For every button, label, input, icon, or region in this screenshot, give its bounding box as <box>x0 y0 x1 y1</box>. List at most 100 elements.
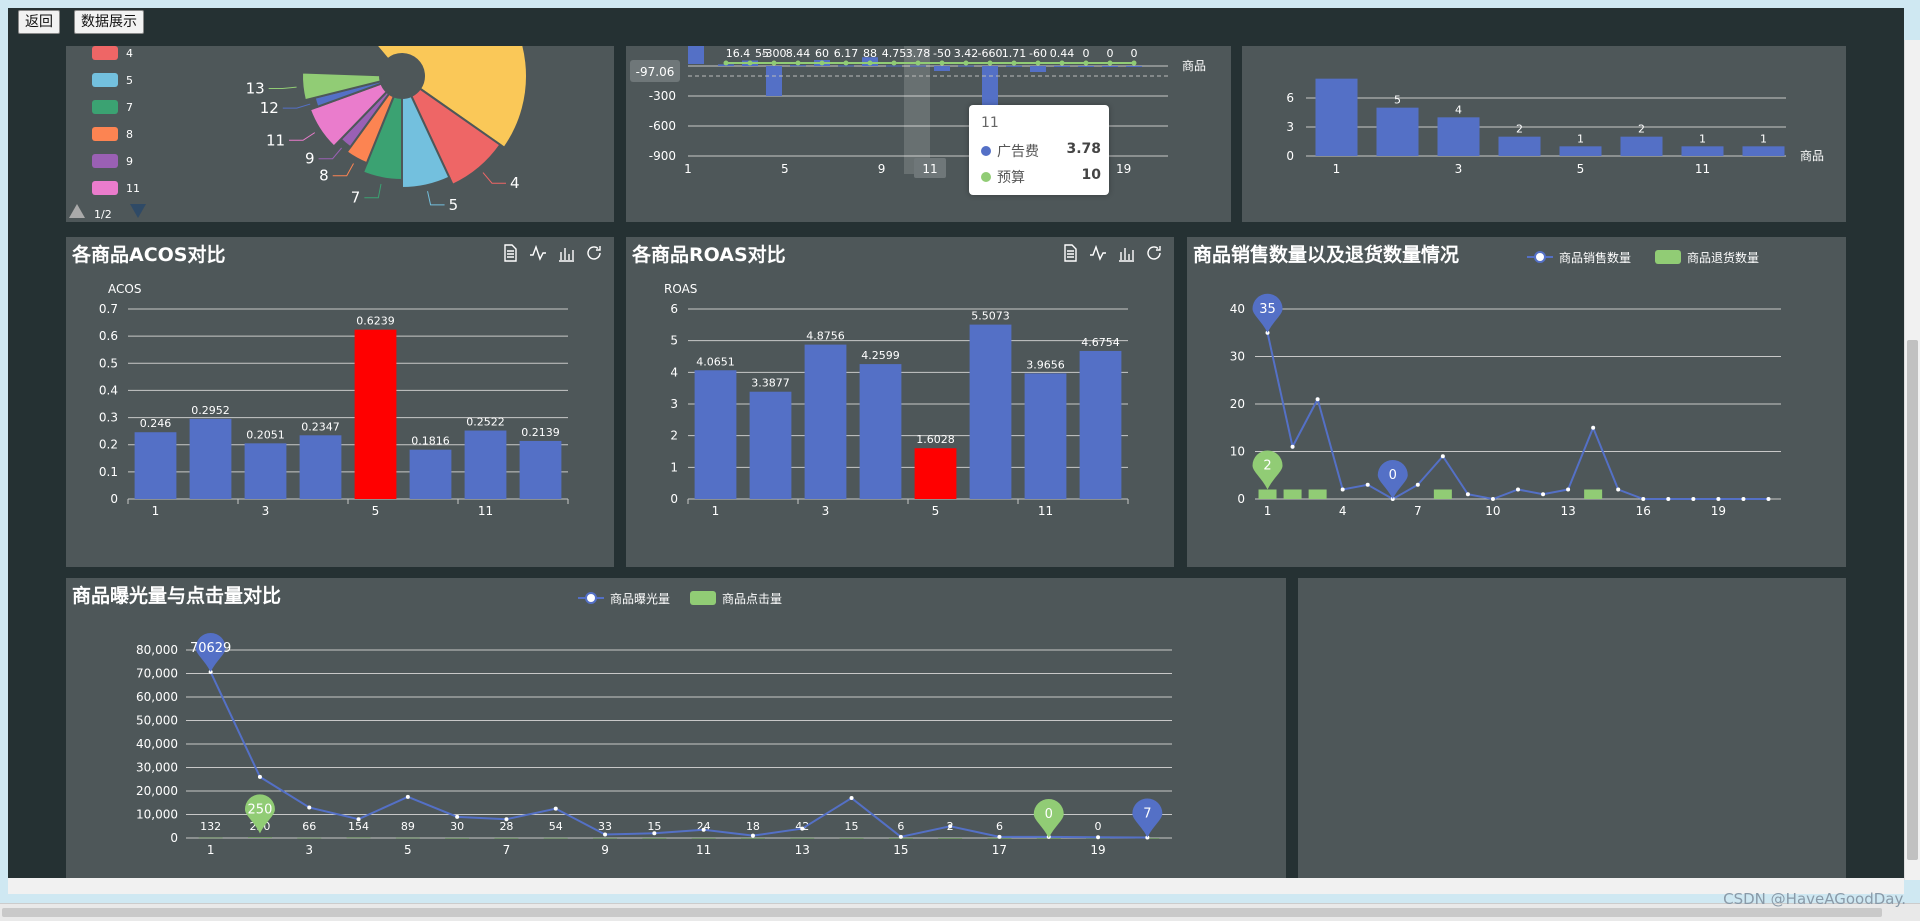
legend-clicks-label[interactable]: 商品点击量 <box>722 591 782 606</box>
sales-point[interactable] <box>1290 444 1295 449</box>
bar[interactable] <box>1079 350 1122 499</box>
spend-bar[interactable] <box>790 65 806 67</box>
legend-prev-icon[interactable] <box>69 204 85 218</box>
bar[interactable] <box>1742 146 1785 156</box>
spend-bar[interactable] <box>1054 65 1070 67</box>
clicks-bar[interactable] <box>297 837 322 839</box>
bar[interactable] <box>914 448 957 499</box>
budget-point[interactable] <box>1059 60 1065 66</box>
budget-point[interactable] <box>963 60 969 66</box>
legend-impressions-label[interactable]: 商品曝光量 <box>610 591 670 606</box>
sales-point[interactable] <box>1315 397 1320 402</box>
pie-slice[interactable] <box>401 94 451 190</box>
legend-label[interactable]: 9 <box>126 155 133 168</box>
budget-point[interactable] <box>1107 60 1113 66</box>
legend-returns-swatch[interactable] <box>1655 250 1681 264</box>
impressions-point[interactable] <box>652 831 657 836</box>
pie-slice[interactable] <box>322 46 528 150</box>
spend-bar[interactable] <box>766 66 782 96</box>
sales-point[interactable] <box>1390 497 1395 501</box>
impressions-point[interactable] <box>356 817 361 822</box>
pie-slice[interactable] <box>308 82 389 148</box>
pie-slice[interactable] <box>345 92 396 165</box>
bar[interactable] <box>134 432 177 499</box>
window-scrollbar[interactable] <box>0 903 1920 921</box>
budget-point[interactable] <box>987 60 993 66</box>
impressions-point[interactable] <box>701 827 706 832</box>
data-view-icon[interactable] <box>1060 243 1080 263</box>
sales-point[interactable] <box>1516 487 1520 492</box>
bar[interactable] <box>1437 117 1480 156</box>
bar[interactable] <box>519 440 562 499</box>
budget-point[interactable] <box>843 60 849 66</box>
bar[interactable] <box>694 370 737 499</box>
restore-icon[interactable] <box>584 243 604 263</box>
clicks-bar[interactable] <box>247 837 272 838</box>
legend-label[interactable]: 7 <box>126 101 133 114</box>
bar[interactable] <box>1376 107 1419 156</box>
clicks-bar[interactable] <box>346 837 371 839</box>
impressions-point[interactable] <box>553 806 558 811</box>
legend-label[interactable]: 11 <box>126 182 140 195</box>
sales-point[interactable] <box>1365 482 1370 487</box>
bar[interactable] <box>804 344 847 499</box>
data-view-icon[interactable] <box>500 243 520 263</box>
bar[interactable] <box>1559 146 1602 156</box>
bar[interactable] <box>464 430 507 499</box>
impressions-point[interactable] <box>997 834 1002 839</box>
pie-slice[interactable] <box>361 95 403 182</box>
legend-label[interactable]: 4 <box>126 47 133 60</box>
bar[interactable] <box>859 364 902 499</box>
sales-point[interactable] <box>1415 482 1420 487</box>
clicks-bar[interactable] <box>740 837 765 839</box>
sales-point[interactable] <box>1741 497 1746 501</box>
sales-point[interactable] <box>1340 487 1345 492</box>
clicks-bar[interactable] <box>445 837 470 839</box>
legend-label[interactable]: 5 <box>126 74 133 87</box>
budget-point[interactable] <box>891 60 897 66</box>
budget-point[interactable] <box>867 60 873 66</box>
budget-point[interactable] <box>1131 60 1137 66</box>
pie-slice[interactable] <box>409 87 502 187</box>
legend-swatch[interactable] <box>92 154 118 168</box>
budget-point[interactable] <box>1083 60 1089 66</box>
clicks-bar[interactable] <box>790 837 815 839</box>
sales-point[interactable] <box>1716 497 1721 501</box>
bar-switch-icon[interactable] <box>1116 243 1136 263</box>
impressions-point[interactable] <box>257 774 262 779</box>
budget-point[interactable] <box>819 60 825 66</box>
sales-point[interactable] <box>1641 497 1646 501</box>
impressions-point[interactable] <box>898 834 903 839</box>
sales-point[interactable] <box>1691 497 1696 501</box>
impressions-point[interactable] <box>603 832 608 837</box>
bar[interactable] <box>749 391 792 499</box>
legend-swatch[interactable] <box>92 100 118 114</box>
clicks-bar[interactable] <box>494 837 519 839</box>
bar[interactable] <box>1681 146 1724 156</box>
legend-swatch[interactable] <box>92 46 118 60</box>
budget-point[interactable] <box>915 60 921 66</box>
sales-point[interactable] <box>1465 492 1470 497</box>
returns-bar[interactable] <box>1308 489 1327 500</box>
impressions-point[interactable] <box>800 826 805 831</box>
bar[interactable] <box>189 418 232 499</box>
line-switch-icon[interactable] <box>528 243 548 263</box>
legend-label[interactable]: 8 <box>126 128 133 141</box>
line-switch-icon[interactable] <box>1088 243 1108 263</box>
impressions-point[interactable] <box>948 824 953 829</box>
impressions-point[interactable] <box>849 796 854 801</box>
sales-point[interactable] <box>1616 487 1621 492</box>
spend-bar[interactable] <box>886 65 902 67</box>
legend-returns-label[interactable]: 商品退货数量 <box>1687 250 1759 265</box>
vertical-scrollbar[interactable] <box>1904 40 1920 880</box>
impressions-point[interactable] <box>1145 835 1150 840</box>
sales-point[interactable] <box>1490 497 1495 501</box>
budget-point[interactable] <box>939 60 945 66</box>
bar[interactable] <box>409 449 452 499</box>
bar[interactable] <box>244 443 287 499</box>
bar[interactable] <box>354 329 397 499</box>
budget-point[interactable] <box>1011 60 1017 66</box>
sales-point[interactable] <box>1591 425 1596 430</box>
back-button[interactable]: 返回 <box>18 10 60 34</box>
budget-point[interactable] <box>723 60 729 66</box>
